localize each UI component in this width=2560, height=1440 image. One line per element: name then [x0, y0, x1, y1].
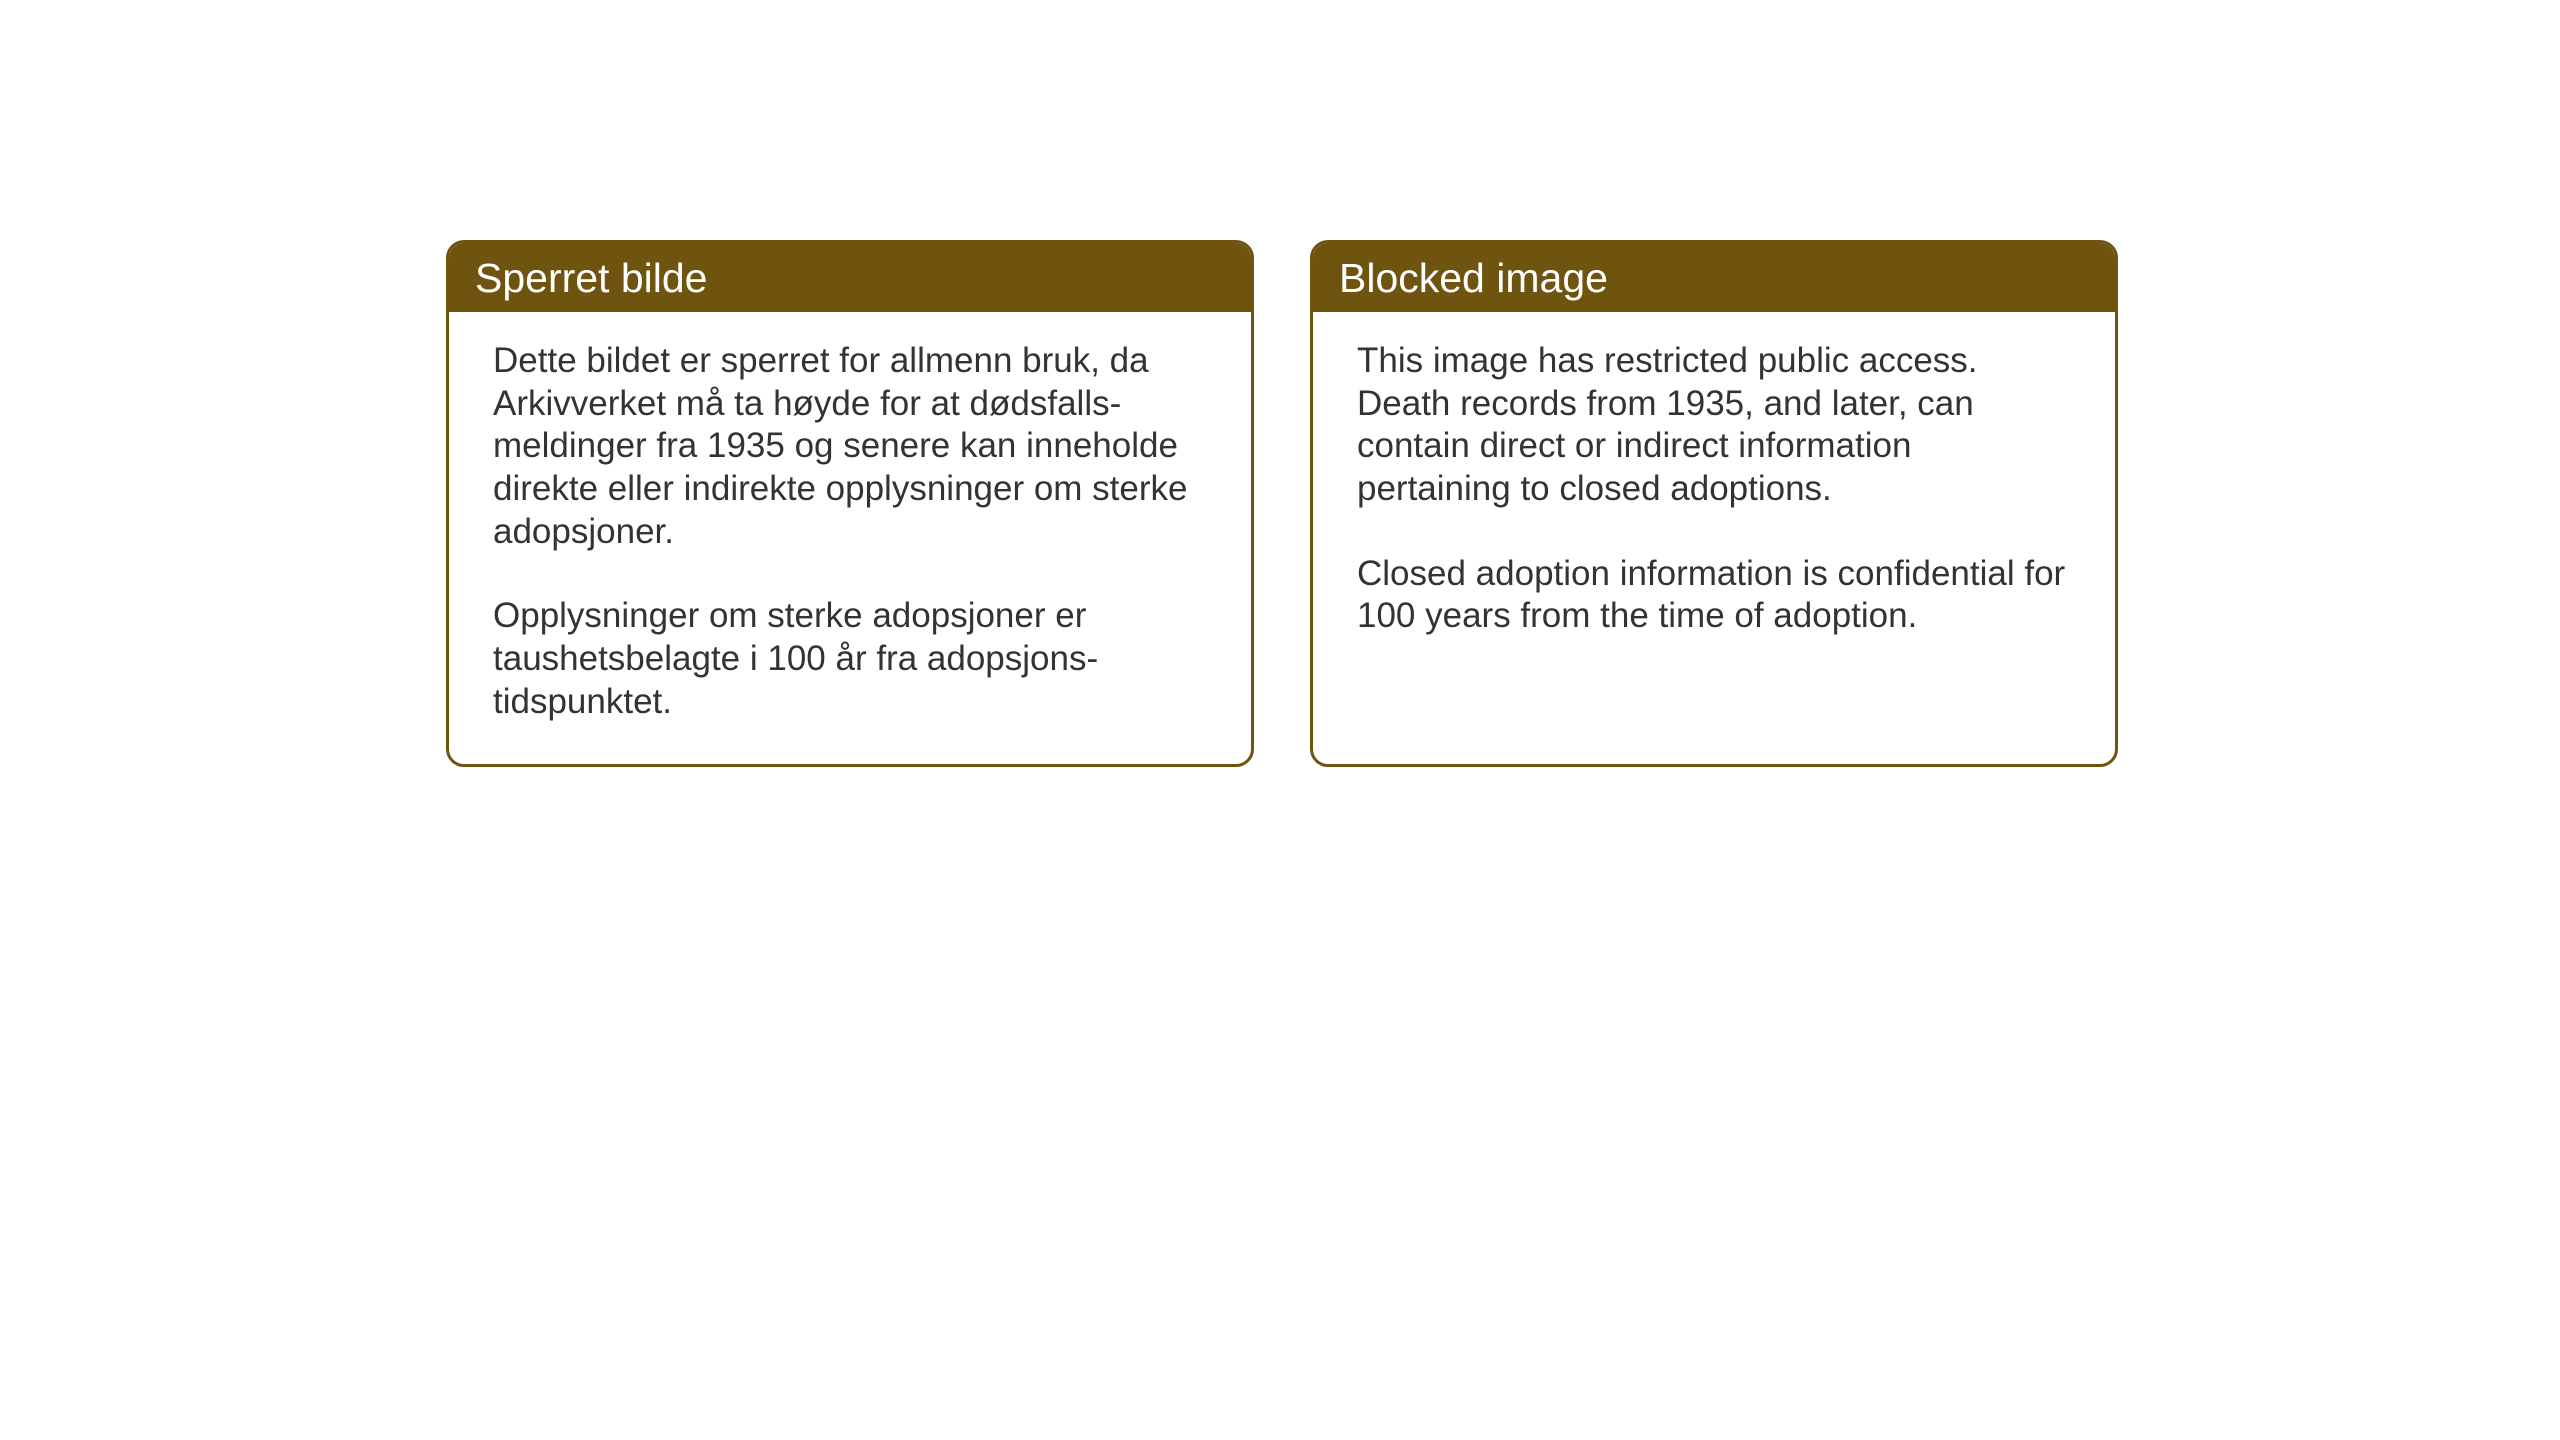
card-paragraph: Dette bildet er sperret for allmenn bruk… [493, 340, 1207, 553]
card-english: Blocked image This image has restricted … [1310, 240, 2118, 767]
card-body-norwegian: Dette bildet er sperret for allmenn bruk… [449, 312, 1251, 764]
card-paragraph: Closed adoption information is confident… [1357, 553, 2071, 638]
card-title: Sperret bilde [475, 255, 707, 301]
card-header-english: Blocked image [1313, 243, 2115, 312]
card-norwegian: Sperret bilde Dette bildet er sperret fo… [446, 240, 1254, 767]
card-body-english: This image has restricted public access.… [1313, 312, 2115, 678]
card-header-norwegian: Sperret bilde [449, 243, 1251, 312]
card-title: Blocked image [1339, 255, 1608, 301]
card-paragraph: Opplysninger om sterke adopsjoner er tau… [493, 595, 1207, 723]
cards-container: Sperret bilde Dette bildet er sperret fo… [446, 240, 2118, 767]
card-paragraph: This image has restricted public access.… [1357, 340, 2071, 511]
